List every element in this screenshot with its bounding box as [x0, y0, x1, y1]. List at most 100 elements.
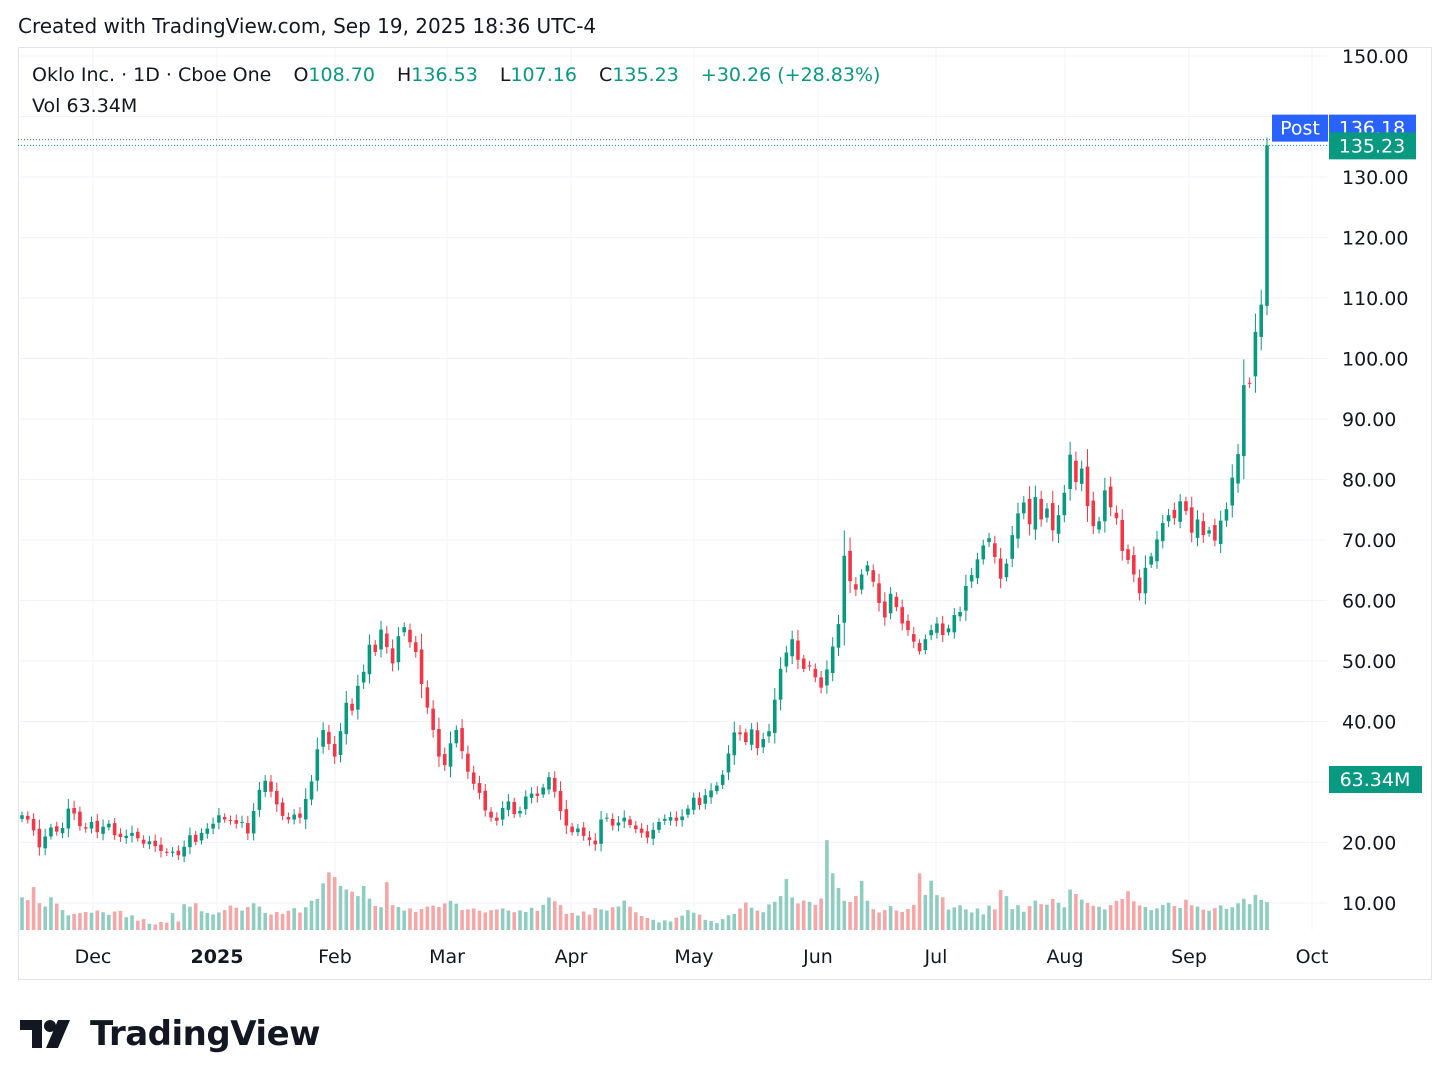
- candle-body[interactable]: [1056, 515, 1061, 534]
- candle-body[interactable]: [570, 826, 574, 833]
- candle-body[interactable]: [529, 793, 534, 798]
- candle-body[interactable]: [1114, 512, 1119, 519]
- candle-body[interactable]: [54, 826, 59, 832]
- candle-body[interactable]: [1004, 563, 1009, 578]
- candle-body[interactable]: [547, 777, 551, 790]
- candle-body[interactable]: [1126, 549, 1130, 560]
- candle-body[interactable]: [952, 615, 957, 633]
- candle-body[interactable]: [1045, 508, 1049, 518]
- candle-body[interactable]: [390, 648, 395, 664]
- candle-body[interactable]: [969, 575, 974, 582]
- candle-body[interactable]: [1236, 454, 1240, 484]
- candle-body[interactable]: [778, 668, 783, 700]
- candle-body[interactable]: [964, 585, 968, 611]
- candle-body[interactable]: [350, 703, 354, 711]
- candle-body[interactable]: [182, 846, 186, 857]
- candle-body[interactable]: [651, 829, 655, 839]
- candle-body[interactable]: [222, 817, 227, 820]
- candle-body[interactable]: [20, 815, 24, 819]
- candle-body[interactable]: [303, 798, 308, 820]
- candle-body[interactable]: [523, 796, 528, 810]
- candle-body[interactable]: [865, 565, 870, 572]
- candle-body[interactable]: [1062, 492, 1067, 516]
- candle-body[interactable]: [495, 817, 499, 821]
- candle-body[interactable]: [199, 832, 204, 841]
- candle-body[interactable]: [234, 820, 239, 824]
- candle-body[interactable]: [136, 831, 140, 839]
- candle-body[interactable]: [211, 823, 215, 829]
- candle-body[interactable]: [1230, 477, 1235, 506]
- candle-body[interactable]: [240, 821, 244, 823]
- candle-body[interactable]: [1137, 577, 1142, 594]
- candle-body[interactable]: [101, 826, 105, 834]
- candle-body[interactable]: [188, 835, 192, 848]
- candle-body[interactable]: [830, 646, 835, 673]
- candle-body[interactable]: [95, 820, 100, 833]
- candle-body[interactable]: [911, 634, 916, 642]
- candle-body[interactable]: [541, 787, 545, 795]
- candle-body[interactable]: [506, 801, 511, 810]
- candle-body[interactable]: [460, 728, 464, 752]
- candle-body[interactable]: [164, 851, 169, 853]
- candle-body[interactable]: [894, 596, 899, 608]
- candle-body[interactable]: [448, 743, 453, 767]
- candle-body[interactable]: [790, 639, 794, 657]
- candle-body[interactable]: [1091, 500, 1096, 527]
- candle-body[interactable]: [668, 817, 673, 821]
- candle-body[interactable]: [871, 570, 876, 582]
- candle-body[interactable]: [396, 636, 401, 663]
- candle-body[interactable]: [286, 817, 291, 820]
- candle-body[interactable]: [228, 820, 233, 822]
- candle-body[interactable]: [483, 790, 488, 811]
- candle-body[interactable]: [842, 555, 847, 623]
- candle-body[interactable]: [60, 827, 65, 834]
- candle-body[interactable]: [130, 832, 134, 836]
- candle-body[interactable]: [321, 729, 325, 747]
- candle-body[interactable]: [1189, 507, 1194, 533]
- candle-body[interactable]: [1149, 556, 1153, 565]
- candle-body[interactable]: [49, 827, 53, 837]
- candle-body[interactable]: [720, 774, 725, 785]
- candle-body[interactable]: [1247, 382, 1252, 384]
- candle-body[interactable]: [280, 802, 285, 816]
- candle-body[interactable]: [413, 642, 418, 652]
- candle-body[interactable]: [552, 777, 557, 792]
- candle-body[interactable]: [755, 730, 760, 749]
- candle-body[interactable]: [193, 834, 198, 842]
- candle-body[interactable]: [500, 808, 505, 820]
- candle-body[interactable]: [159, 844, 163, 851]
- candle-body[interactable]: [662, 818, 667, 821]
- candle-body[interactable]: [738, 732, 742, 735]
- candle-body[interactable]: [489, 811, 493, 818]
- candle-body[interactable]: [1050, 503, 1055, 531]
- candle-body[interactable]: [813, 668, 818, 678]
- candle-body[interactable]: [315, 749, 320, 781]
- candle-body[interactable]: [1033, 497, 1038, 530]
- candle-body[interactable]: [767, 731, 771, 737]
- candle-body[interactable]: [66, 808, 71, 829]
- candle-body[interactable]: [610, 818, 615, 826]
- candle-body[interactable]: [657, 821, 661, 830]
- candle-body[interactable]: [645, 831, 650, 838]
- candle-body[interactable]: [153, 840, 157, 847]
- candle-body[interactable]: [118, 833, 123, 838]
- candle-body[interactable]: [309, 781, 314, 800]
- candle-body[interactable]: [419, 649, 424, 684]
- candle-body[interactable]: [848, 550, 852, 582]
- candle-body[interactable]: [883, 601, 887, 618]
- candle-body[interactable]: [124, 835, 129, 839]
- tradingview-logo[interactable]: TradingView: [20, 1014, 321, 1054]
- candle-body[interactable]: [917, 642, 922, 652]
- candle-body[interactable]: [269, 781, 273, 792]
- candle-body[interactable]: [940, 623, 945, 635]
- candle-body[interactable]: [1010, 535, 1015, 559]
- candle-body[interactable]: [147, 841, 152, 845]
- candle-body[interactable]: [1207, 530, 1211, 534]
- candle-body[interactable]: [1074, 460, 1078, 482]
- candle-body[interactable]: [257, 789, 262, 810]
- candle-body[interactable]: [1079, 468, 1084, 484]
- candle-body[interactable]: [1166, 515, 1171, 522]
- candle-body[interactable]: [373, 644, 378, 652]
- candle-body[interactable]: [854, 584, 858, 590]
- candle-body[interactable]: [1213, 525, 1217, 541]
